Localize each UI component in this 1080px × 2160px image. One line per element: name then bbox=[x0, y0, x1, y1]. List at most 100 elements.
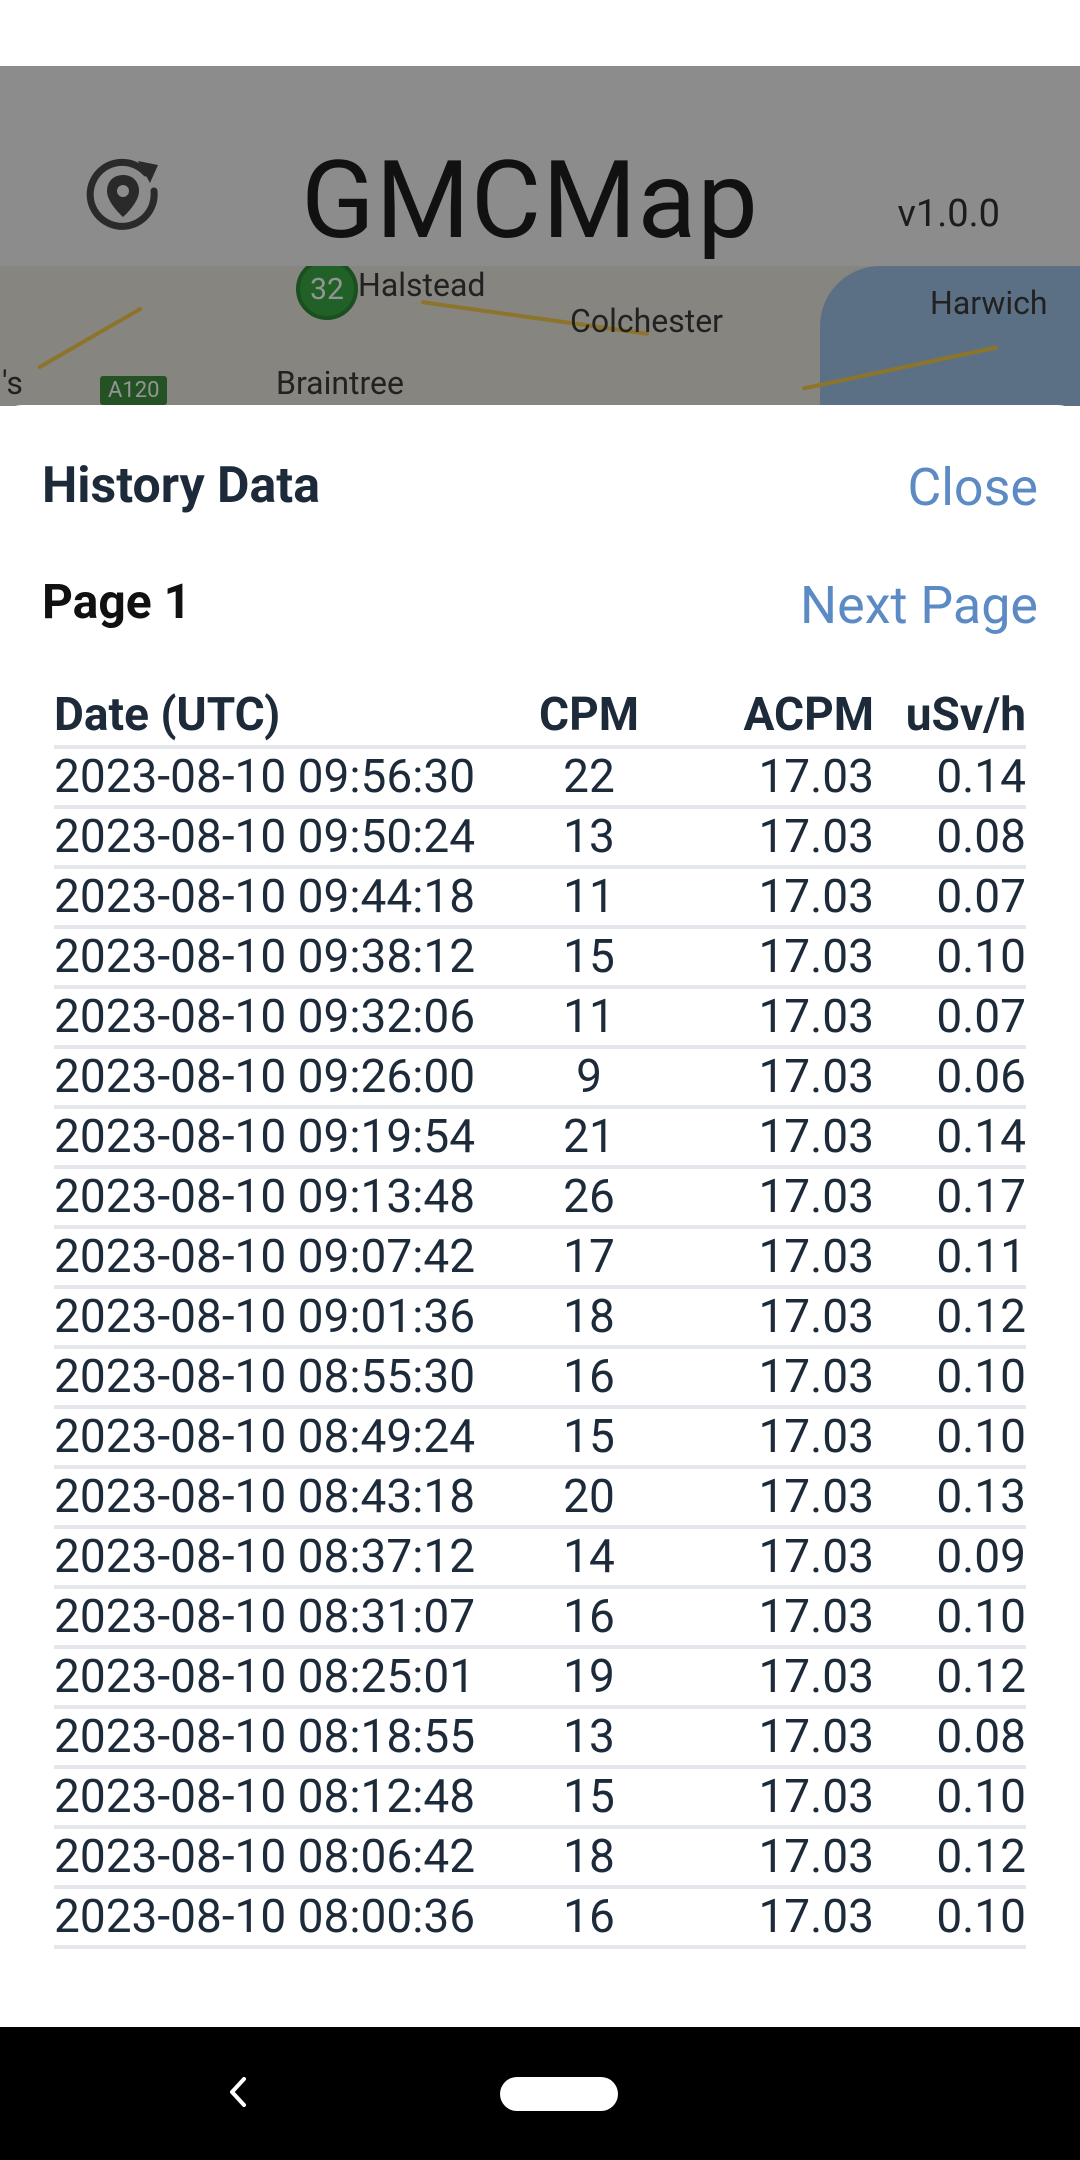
history-table: Date (UTC) CPM ACPM uSv/h 2023-08-10 09:… bbox=[54, 685, 1026, 1949]
column-header-acpm: ACPM bbox=[664, 685, 874, 749]
cell-cpm: 13 bbox=[514, 1707, 664, 1769]
cell-date: 2023-08-10 09:38:12 bbox=[54, 927, 514, 989]
cell-date: 2023-08-10 09:01:36 bbox=[54, 1287, 514, 1349]
cell-acpm: 17.03 bbox=[664, 1107, 874, 1169]
cell-usvh: 0.10 bbox=[874, 1587, 1026, 1649]
table-row: 2023-08-10 08:18:55 13 17.03 0.08 bbox=[54, 1707, 1026, 1769]
refresh-location-icon[interactable] bbox=[80, 151, 166, 237]
table-row: 2023-08-10 08:55:30 16 17.03 0.10 bbox=[54, 1347, 1026, 1409]
cell-date: 2023-08-10 08:25:01 bbox=[54, 1647, 514, 1709]
back-chevron-icon[interactable] bbox=[214, 2067, 264, 2117]
cell-acpm: 17.03 bbox=[664, 927, 874, 989]
cell-cpm: 19 bbox=[514, 1647, 664, 1709]
cell-date: 2023-08-10 09:44:18 bbox=[54, 867, 514, 929]
cell-cpm: 26 bbox=[514, 1167, 664, 1229]
cell-cpm: 20 bbox=[514, 1467, 664, 1529]
cell-cpm: 13 bbox=[514, 807, 664, 869]
column-header-cpm: CPM bbox=[514, 685, 664, 749]
map-marker[interactable]: 32 bbox=[296, 258, 358, 320]
cell-date: 2023-08-10 08:06:42 bbox=[54, 1827, 514, 1889]
cell-usvh: 0.11 bbox=[874, 1227, 1026, 1289]
cell-date: 2023-08-10 08:43:18 bbox=[54, 1467, 514, 1529]
cell-cpm: 16 bbox=[514, 1347, 664, 1409]
app-header: GMCMap v1.0.0 bbox=[0, 66, 1080, 266]
table-row: 2023-08-10 09:56:30 22 17.03 0.14 bbox=[54, 747, 1026, 809]
cell-cpm: 11 bbox=[514, 987, 664, 1049]
table-row: 2023-08-10 08:43:18 20 17.03 0.13 bbox=[54, 1467, 1026, 1529]
cell-acpm: 17.03 bbox=[664, 1047, 874, 1109]
cell-date: 2023-08-10 09:56:30 bbox=[54, 747, 514, 809]
cell-acpm: 17.03 bbox=[664, 1347, 874, 1409]
cell-usvh: 0.13 bbox=[874, 1467, 1026, 1529]
cell-date: 2023-08-10 08:37:12 bbox=[54, 1527, 514, 1589]
table-row: 2023-08-10 09:32:06 11 17.03 0.07 bbox=[54, 987, 1026, 1049]
map-label-colchester: Colchester bbox=[570, 302, 723, 340]
cell-usvh: 0.12 bbox=[874, 1647, 1026, 1709]
cell-usvh: 0.17 bbox=[874, 1167, 1026, 1229]
cell-usvh: 0.12 bbox=[874, 1287, 1026, 1349]
cell-acpm: 17.03 bbox=[664, 1887, 874, 1949]
cell-acpm: 17.03 bbox=[664, 1527, 874, 1589]
cell-usvh: 0.07 bbox=[874, 987, 1026, 1049]
status-bar bbox=[0, 0, 1080, 66]
table-header-row: Date (UTC) CPM ACPM uSv/h bbox=[54, 685, 1026, 749]
cell-date: 2023-08-10 08:55:30 bbox=[54, 1347, 514, 1409]
road-shield-a120: A120 bbox=[100, 376, 168, 405]
cell-date: 2023-08-10 08:49:24 bbox=[54, 1407, 514, 1469]
cell-date: 2023-08-10 09:26:00 bbox=[54, 1047, 514, 1109]
cell-usvh: 0.10 bbox=[874, 1407, 1026, 1469]
cell-acpm: 17.03 bbox=[664, 1707, 874, 1769]
table-row: 2023-08-10 09:26:00 9 17.03 0.06 bbox=[54, 1047, 1026, 1109]
cell-date: 2023-08-10 08:31:07 bbox=[54, 1587, 514, 1649]
next-page-button[interactable]: Next Page bbox=[800, 575, 1038, 636]
close-button[interactable]: Close bbox=[907, 457, 1038, 518]
cell-usvh: 0.08 bbox=[874, 807, 1026, 869]
table-row: 2023-08-10 09:01:36 18 17.03 0.12 bbox=[54, 1287, 1026, 1349]
cell-cpm: 22 bbox=[514, 747, 664, 809]
cell-date: 2023-08-10 09:19:54 bbox=[54, 1107, 514, 1169]
table-row: 2023-08-10 08:37:12 14 17.03 0.09 bbox=[54, 1527, 1026, 1589]
cell-acpm: 17.03 bbox=[664, 1767, 874, 1829]
cell-date: 2023-08-10 09:07:42 bbox=[54, 1227, 514, 1289]
table-row: 2023-08-10 08:06:42 18 17.03 0.12 bbox=[54, 1827, 1026, 1889]
map-label-edge: 's bbox=[2, 364, 23, 402]
cell-acpm: 17.03 bbox=[664, 1827, 874, 1889]
sheet-title: History Data bbox=[42, 457, 320, 515]
cell-acpm: 17.03 bbox=[664, 1287, 874, 1349]
cell-acpm: 17.03 bbox=[664, 867, 874, 929]
cell-usvh: 0.10 bbox=[874, 1767, 1026, 1829]
cell-date: 2023-08-10 08:00:36 bbox=[54, 1887, 514, 1949]
home-pill-icon[interactable] bbox=[500, 2077, 618, 2111]
cell-date: 2023-08-10 09:32:06 bbox=[54, 987, 514, 1049]
cell-usvh: 0.06 bbox=[874, 1047, 1026, 1109]
cell-date: 2023-08-10 09:13:48 bbox=[54, 1167, 514, 1229]
cell-usvh: 0.10 bbox=[874, 1347, 1026, 1409]
cell-usvh: 0.14 bbox=[874, 1107, 1026, 1169]
table-row: 2023-08-10 08:31:07 16 17.03 0.10 bbox=[54, 1587, 1026, 1649]
cell-cpm: 21 bbox=[514, 1107, 664, 1169]
cell-cpm: 15 bbox=[514, 927, 664, 989]
cell-acpm: 17.03 bbox=[664, 1167, 874, 1229]
cell-usvh: 0.10 bbox=[874, 1887, 1026, 1949]
cell-cpm: 16 bbox=[514, 1887, 664, 1949]
history-sheet: History Data Close Page 1 Next Page Date… bbox=[0, 405, 1080, 2027]
table-row: 2023-08-10 08:00:36 16 17.03 0.10 bbox=[54, 1887, 1026, 1949]
table-row: 2023-08-10 08:25:01 19 17.03 0.12 bbox=[54, 1647, 1026, 1709]
table-row: 2023-08-10 08:12:48 15 17.03 0.10 bbox=[54, 1767, 1026, 1829]
column-header-usvh: uSv/h bbox=[874, 685, 1026, 749]
cell-date: 2023-08-10 08:18:55 bbox=[54, 1707, 514, 1769]
cell-cpm: 9 bbox=[514, 1047, 664, 1109]
cell-acpm: 17.03 bbox=[664, 1647, 874, 1709]
cell-acpm: 17.03 bbox=[664, 747, 874, 809]
cell-cpm: 15 bbox=[514, 1407, 664, 1469]
table-row: 2023-08-10 09:38:12 15 17.03 0.10 bbox=[54, 927, 1026, 989]
cell-usvh: 0.10 bbox=[874, 927, 1026, 989]
table-row: 2023-08-10 09:44:18 11 17.03 0.07 bbox=[54, 867, 1026, 929]
cell-acpm: 17.03 bbox=[664, 1467, 874, 1529]
cell-cpm: 18 bbox=[514, 1287, 664, 1349]
cell-cpm: 16 bbox=[514, 1587, 664, 1649]
map-label-braintree: Braintree bbox=[276, 364, 404, 402]
cell-cpm: 15 bbox=[514, 1767, 664, 1829]
app-title: GMCMap bbox=[301, 138, 759, 264]
column-header-date: Date (UTC) bbox=[54, 685, 514, 749]
